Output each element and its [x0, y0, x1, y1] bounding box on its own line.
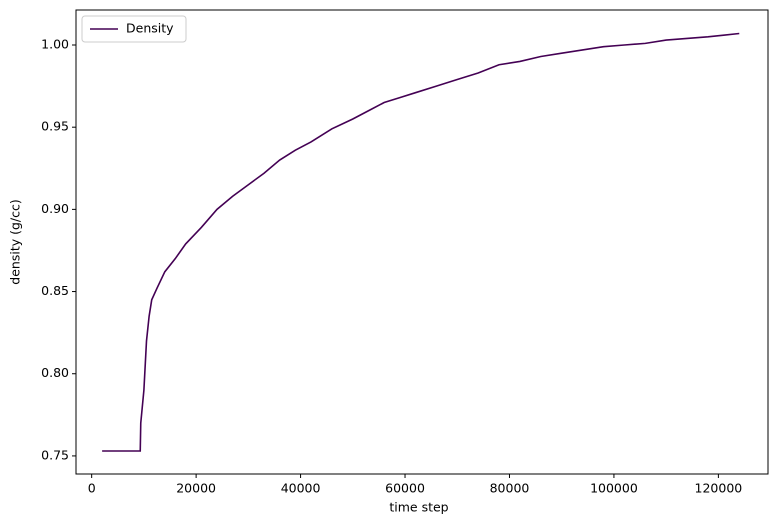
data-line: [102, 32, 740, 452]
x-tick-label: 0: [88, 481, 96, 496]
x-tick-label: 40000: [281, 481, 321, 496]
x-tick-label: 80000: [490, 481, 530, 496]
x-tick-label: 120000: [695, 481, 743, 496]
x-tick-label: 100000: [590, 481, 638, 496]
x-tick-label: 20000: [176, 481, 216, 496]
legend-box: [81, 15, 187, 43]
x-tick-label: 60000: [385, 481, 425, 496]
y-tick-label: 1.00: [41, 37, 69, 52]
legend-label: Density: [126, 21, 174, 36]
plot-frame: [75, 9, 769, 475]
y-tick-label: 0.75: [41, 447, 69, 462]
y-axis-label: density (g/cc): [8, 199, 23, 284]
y-tick-label: 0.90: [41, 201, 69, 216]
x-axis-label: time step: [389, 500, 448, 515]
y-tick-label: 0.95: [41, 119, 69, 134]
y-tick-label: 0.85: [41, 283, 69, 298]
y-tick-label: 0.80: [41, 365, 69, 380]
